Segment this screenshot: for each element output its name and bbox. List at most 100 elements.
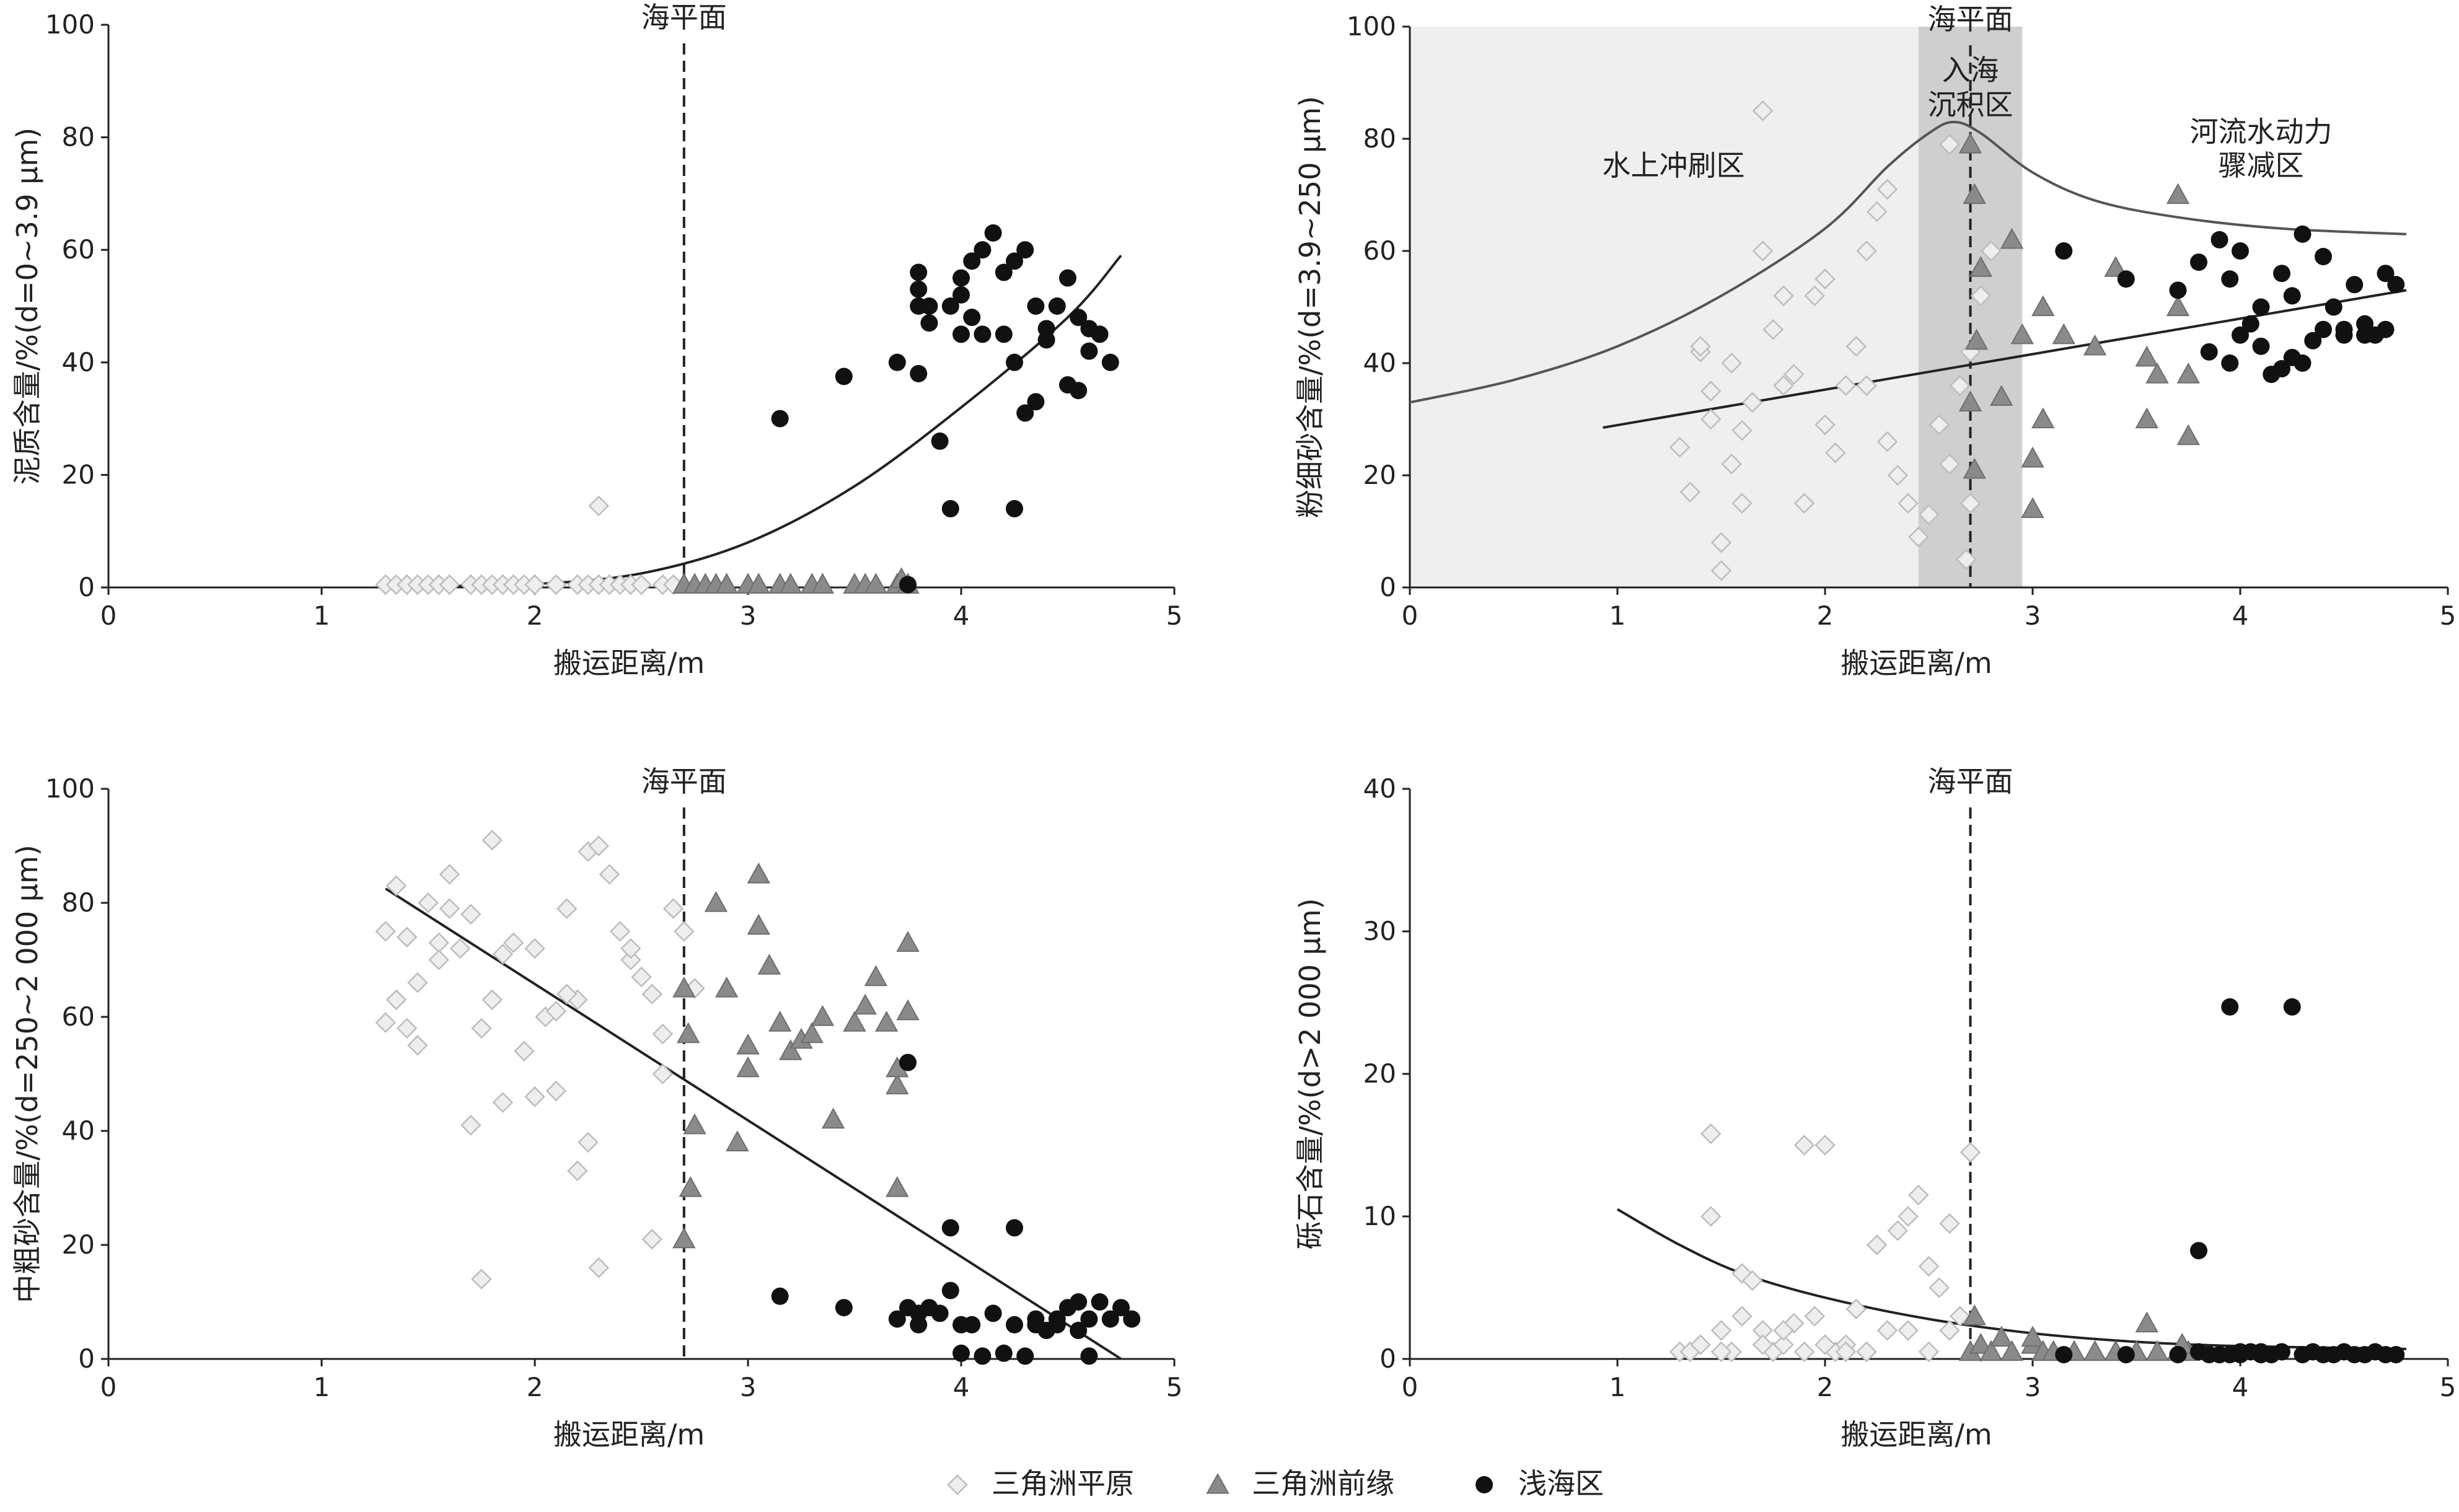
data-point-circle <box>2283 287 2301 305</box>
data-point-circle <box>1080 1310 1098 1328</box>
data-point-circle <box>941 499 959 517</box>
data-point-circle <box>1080 1347 1098 1365</box>
data-point-diamond <box>1741 392 1763 413</box>
data-point-diamond <box>524 938 545 959</box>
data-point-diamond <box>439 864 460 885</box>
data-point-circle <box>984 224 1002 242</box>
data-point-triangle <box>2145 363 2169 384</box>
y-tick-label: 100 <box>45 773 95 804</box>
y-tick-label: 40 <box>1363 348 1396 378</box>
data-point-diamond <box>460 903 482 925</box>
data-point-diamond <box>1815 268 1836 290</box>
data-point-triangle <box>2010 323 2034 345</box>
data-point-triangle <box>2135 1311 2158 1333</box>
data-point-triangle <box>1990 1325 2013 1347</box>
data-point-diamond <box>428 949 449 970</box>
data-point-triangle <box>843 1011 866 1032</box>
data-point-circle <box>2273 265 2290 283</box>
data-point-diamond <box>620 938 641 959</box>
data-point-diamond <box>1700 1123 1722 1145</box>
data-point-circle <box>2283 998 2301 1016</box>
series-circle <box>771 1053 1141 1365</box>
data-point-diamond <box>428 932 449 954</box>
data-point-circle <box>1016 241 1034 259</box>
data-point-diamond <box>545 1080 567 1102</box>
x-tick-label: 1 <box>1609 600 1626 631</box>
data-point-circle <box>952 286 970 304</box>
data-point-diamond <box>609 921 631 942</box>
chart-panel-1: 0 20 40 60 80 100 0 1 2 3 4 5 搬运距离/m 泥质含量/%(d=0~3.9 μ… <box>11 1 1182 680</box>
data-point-diamond <box>556 898 578 919</box>
data-point-circle <box>1006 499 1023 517</box>
data-point-circle <box>1112 1299 1130 1317</box>
data-point-triangle <box>2052 323 2075 345</box>
y-tick-label: 40 <box>62 1115 95 1146</box>
data-point-diamond <box>482 830 503 851</box>
series-diamond <box>1669 100 2002 581</box>
data-point-circle <box>888 353 906 371</box>
data-point-triangle <box>736 1056 760 1078</box>
data-point-diamond <box>1898 493 1919 514</box>
y-tick-label: 60 <box>1363 235 1396 266</box>
legend-marker-diamond <box>947 1474 968 1495</box>
data-point-triangle <box>747 913 770 935</box>
y-axis-label: 泥质含量/%(d=0~3.9 μm) <box>11 128 44 485</box>
data-point-diamond <box>1669 436 1691 458</box>
data-point-diamond <box>1949 1306 1971 1327</box>
data-point-diamond <box>1898 1206 1919 1227</box>
data-point-diamond <box>1907 526 1929 548</box>
data-point-circle <box>941 297 959 315</box>
data-point-circle <box>963 309 981 327</box>
data-point-circle <box>910 263 928 281</box>
chart-panel-4: 0 10 20 30 40 0 1 2 3 4 5 搬运距离/m 砾石含量/%(d>2 000 μm) 海… <box>1293 765 2456 1451</box>
data-point-diamond <box>641 983 662 1004</box>
data-point-diamond <box>1876 1320 1898 1341</box>
data-point-diamond <box>1731 420 1753 441</box>
x-tick-label: 2 <box>1817 600 1834 631</box>
data-point-triangle <box>800 1022 824 1044</box>
data-point-triangle <box>853 993 877 1015</box>
data-point-diamond <box>1970 285 1992 307</box>
data-point-diamond <box>375 1012 396 1033</box>
data-point-triangle <box>886 1176 909 1197</box>
data-point-circle <box>1037 331 1055 349</box>
data-point-triangle <box>821 1107 845 1129</box>
chart-panel-3: 0 20 40 60 80 100 0 1 2 3 4 5 搬运距离/m 中粗砂含量/%(d=250~2 … <box>11 765 1182 1451</box>
data-point-diamond <box>396 1018 418 1039</box>
data-point-diamond <box>588 1257 609 1278</box>
x-tick-label: 0 <box>100 600 117 631</box>
x-tick-label: 5 <box>2440 1372 2457 1402</box>
data-point-diamond <box>375 921 396 942</box>
zone-label-deposition: 入海 <box>1942 53 1999 87</box>
data-point-diamond <box>449 938 471 959</box>
y-tick-label: 100 <box>45 9 95 40</box>
legend: 三角洲平原 三角洲前缘 浅海区 <box>947 1467 1604 1500</box>
data-point-diamond <box>1918 1255 1940 1277</box>
data-point-triangle <box>2000 1340 2024 1361</box>
data-point-circle <box>920 297 938 315</box>
data-point-triangle <box>896 999 920 1021</box>
data-point-circle <box>974 325 992 343</box>
data-point-circle <box>1070 1293 1088 1311</box>
series-triangle <box>672 567 920 594</box>
data-point-circle <box>995 325 1013 343</box>
x-tick-label: 5 <box>1166 1372 1183 1402</box>
legend-label: 浅海区 <box>1518 1467 1604 1500</box>
data-point-circle <box>1016 404 1034 422</box>
data-point-circle <box>2273 360 2290 378</box>
data-point-triangle <box>864 573 888 594</box>
data-point-circle <box>1016 1347 1034 1365</box>
zone-label-deposition: 沉积区 <box>1928 88 2013 121</box>
data-point-triangle <box>704 890 728 912</box>
series-triangle <box>672 862 920 1249</box>
x-tick-label: 0 <box>1402 600 1419 631</box>
y-tick-label: 0 <box>1379 1343 1396 1374</box>
data-point-circle <box>952 1316 970 1334</box>
data-point-diamond <box>396 926 418 947</box>
data-point-triangle <box>726 1130 749 1151</box>
data-point-diamond <box>439 574 460 596</box>
legend-marker-triangle <box>1206 1472 1230 1494</box>
data-point-circle <box>2252 298 2270 316</box>
data-point-diamond <box>1815 414 1836 436</box>
data-point-diamond <box>1939 134 1960 155</box>
